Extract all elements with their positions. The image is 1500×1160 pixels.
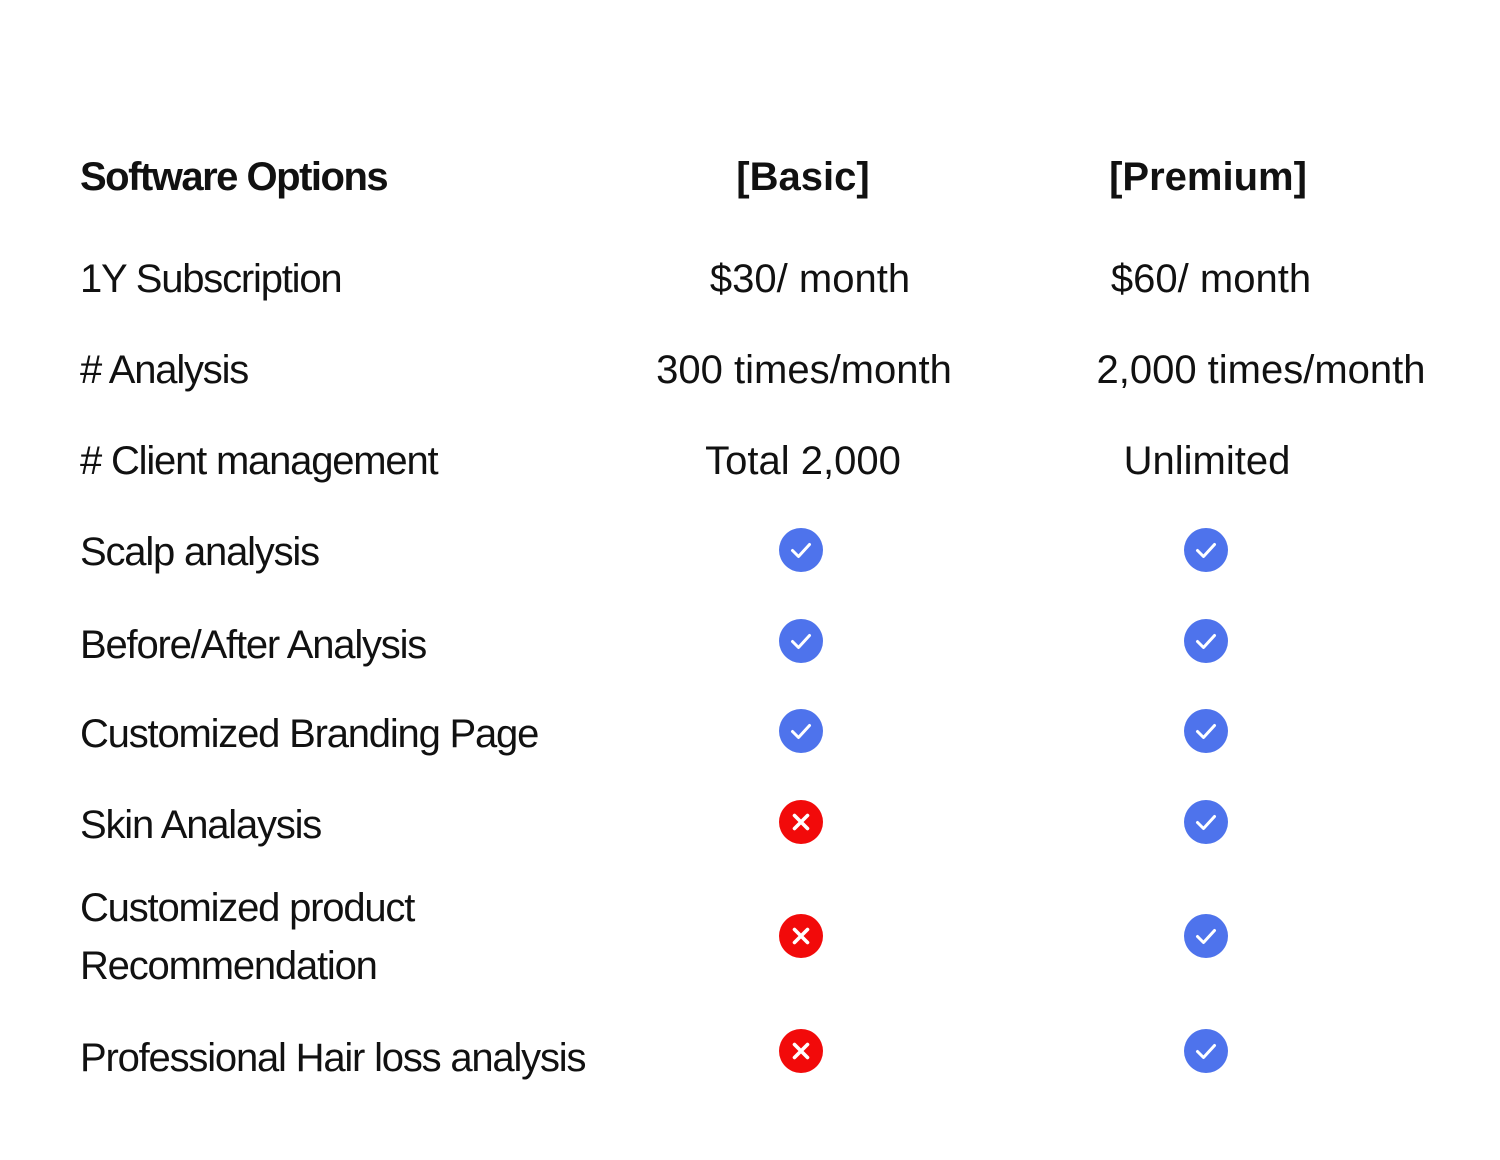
basic-analysis-limit: 300 times/month xyxy=(656,348,952,392)
row-label: Customized Branding Page xyxy=(80,712,539,756)
check-icon xyxy=(1184,1029,1228,1073)
row-label: Skin Analaysis xyxy=(80,803,322,847)
check-icon xyxy=(1184,914,1228,958)
basic-client-limit: Total 2,000 xyxy=(705,439,901,483)
cross-icon xyxy=(779,1029,823,1073)
check-icon xyxy=(779,709,823,753)
cross-icon xyxy=(779,800,823,844)
row-label: # Client management xyxy=(80,439,439,483)
plan-basic-heading: [Basic] xyxy=(736,155,870,199)
check-icon xyxy=(779,619,823,663)
basic-price: $30/ month xyxy=(709,257,911,301)
premium-analysis-limit: 2,000 times/month xyxy=(1096,348,1426,392)
check-icon xyxy=(1184,709,1228,753)
row-label: # Analysis xyxy=(80,348,249,392)
row-label: 1Y Subscription xyxy=(80,257,343,301)
row-label: Customized product Recommendation xyxy=(80,886,415,988)
cross-icon xyxy=(779,914,823,958)
row-label: Professional Hair loss analysis xyxy=(80,1036,586,1080)
check-icon xyxy=(779,528,823,572)
premium-client-limit: Unlimited xyxy=(1123,439,1291,483)
row-label: Before/After Analysis xyxy=(80,623,427,667)
table-title: Software Options xyxy=(80,155,389,199)
check-icon xyxy=(1184,619,1228,663)
row-label: Scalp analysis xyxy=(80,530,320,574)
check-icon xyxy=(1184,528,1228,572)
plan-premium-heading: [Premium] xyxy=(1109,155,1307,199)
check-icon xyxy=(1184,800,1228,844)
premium-price: $60/ month xyxy=(1110,257,1312,301)
